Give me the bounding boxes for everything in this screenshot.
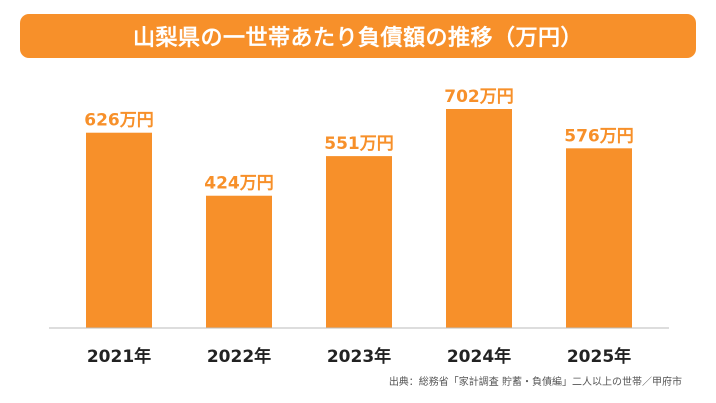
bar-2024年: [446, 109, 512, 328]
chart-title: 山梨県の一世帯あたり負債額の推移（万円）: [132, 26, 583, 51]
category-label: 2025年: [567, 346, 631, 367]
bar-2021年: [86, 132, 152, 328]
bar-2023年: [326, 156, 392, 328]
category-label: 2023年: [327, 346, 391, 367]
value-label: 551万円: [324, 134, 394, 154]
category-label: 2024年: [447, 346, 511, 367]
value-label: 626万円: [84, 111, 154, 131]
category-label: 2021年: [87, 346, 151, 367]
chart-title-banner: 山梨県の一世帯あたり負債額の推移（万円）: [20, 14, 696, 58]
bar-2025年: [566, 148, 632, 328]
value-label: 702万円: [444, 87, 514, 107]
category-labels-layer: 2021年 2022年 2023年 2024年 2025年: [87, 346, 631, 367]
value-label: 424万円: [204, 174, 274, 194]
category-label: 2022年: [207, 346, 271, 367]
source-note: 出典：総務省「家計調査 貯蓄・負債編」二人以上の世帯／甲府市: [388, 377, 682, 388]
bar-2022年: [206, 195, 272, 328]
bars-layer: [86, 109, 632, 328]
value-labels-layer: 626万円 424万円 551万円 702万円 576万円: [84, 87, 634, 194]
value-label: 576万円: [564, 126, 634, 146]
